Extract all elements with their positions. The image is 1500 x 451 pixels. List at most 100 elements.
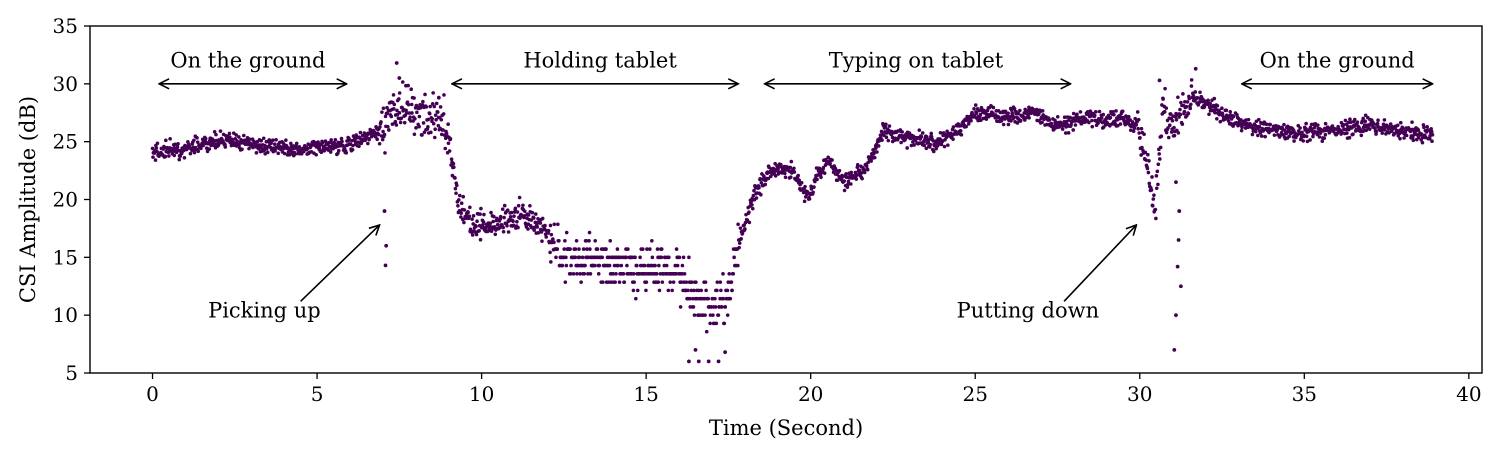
data-point — [1349, 120, 1353, 124]
data-point — [900, 130, 904, 134]
data-point — [664, 263, 669, 268]
data-point — [611, 272, 615, 276]
data-point — [1215, 117, 1219, 121]
data-point — [732, 255, 736, 260]
data-point — [521, 203, 525, 208]
data-point — [456, 203, 460, 208]
data-point — [500, 207, 505, 211]
data-point — [459, 211, 464, 215]
data-point — [196, 149, 201, 154]
data-point — [474, 224, 478, 229]
data-point — [540, 216, 545, 221]
data-point — [648, 247, 652, 251]
data-point — [846, 182, 850, 187]
data-point — [1153, 207, 1158, 212]
data-point — [317, 146, 322, 150]
data-point — [406, 83, 410, 88]
data-point — [1268, 122, 1273, 127]
data-point — [1346, 120, 1351, 125]
data-point — [1429, 127, 1433, 131]
data-point — [1172, 125, 1176, 130]
data-point — [538, 221, 543, 225]
data-point — [713, 305, 718, 309]
data-point — [811, 190, 815, 195]
data-point — [1178, 112, 1183, 117]
data-point — [1374, 129, 1379, 134]
data-point — [382, 209, 387, 213]
data-point — [653, 263, 657, 268]
data-point — [336, 148, 341, 153]
data-point — [181, 148, 186, 153]
data-point — [1015, 121, 1020, 125]
data-point — [1246, 117, 1251, 122]
data-point — [323, 139, 328, 144]
data-point — [1206, 98, 1210, 103]
data-point — [792, 166, 796, 171]
data-point — [1259, 134, 1264, 138]
data-point — [736, 263, 740, 268]
data-point — [536, 230, 541, 235]
data-point — [282, 151, 287, 156]
data-point — [704, 329, 709, 334]
data-point — [430, 102, 435, 106]
data-point — [677, 255, 682, 260]
data-point — [378, 125, 382, 129]
data-point — [526, 213, 531, 217]
data-point — [543, 223, 547, 228]
data-point — [384, 243, 389, 248]
data-point — [771, 166, 776, 171]
data-point — [1195, 96, 1200, 100]
data-point — [1178, 107, 1182, 112]
annotation-label: Typing on tablet — [829, 49, 1004, 73]
data-point — [381, 129, 385, 134]
data-point — [1403, 129, 1408, 134]
data-point — [638, 255, 642, 260]
data-point — [1322, 136, 1327, 141]
data-point — [351, 143, 355, 148]
data-point — [1006, 122, 1011, 127]
data-point — [1376, 118, 1380, 123]
data-point — [688, 296, 692, 301]
data-point — [1128, 118, 1132, 122]
data-point — [1157, 78, 1162, 83]
data-point — [884, 122, 888, 127]
data-point — [1410, 120, 1414, 124]
data-point — [421, 99, 425, 104]
data-point — [601, 280, 605, 284]
data-point — [380, 110, 384, 114]
data-point — [501, 229, 506, 234]
data-point — [273, 149, 277, 153]
data-point — [730, 288, 734, 293]
data-point — [492, 225, 497, 229]
data-point — [454, 183, 459, 188]
x-axis-label: Time (Second) — [709, 416, 863, 440]
annotation-label: On the ground — [1260, 49, 1415, 73]
data-point — [1301, 139, 1306, 143]
data-point — [501, 225, 505, 230]
data-point — [1215, 103, 1220, 108]
data-point — [1108, 115, 1113, 120]
data-point — [1341, 122, 1346, 127]
data-point — [571, 272, 576, 276]
data-point — [376, 132, 381, 137]
data-point — [1348, 117, 1352, 121]
data-point — [1218, 119, 1223, 124]
data-point — [788, 165, 793, 170]
data-point — [1375, 121, 1380, 126]
data-point — [284, 138, 288, 142]
data-point — [441, 128, 445, 132]
data-point — [1258, 131, 1263, 135]
data-point — [1367, 127, 1372, 131]
data-point — [860, 176, 864, 181]
data-point — [1419, 132, 1424, 137]
data-point — [1136, 117, 1141, 122]
data-point — [581, 247, 586, 251]
data-point — [544, 235, 549, 239]
data-point — [1381, 122, 1386, 127]
data-point — [439, 117, 444, 122]
data-point — [1164, 130, 1169, 135]
data-point — [1212, 96, 1217, 101]
data-point — [339, 136, 344, 141]
data-point — [715, 280, 720, 284]
data-point — [1099, 116, 1104, 120]
